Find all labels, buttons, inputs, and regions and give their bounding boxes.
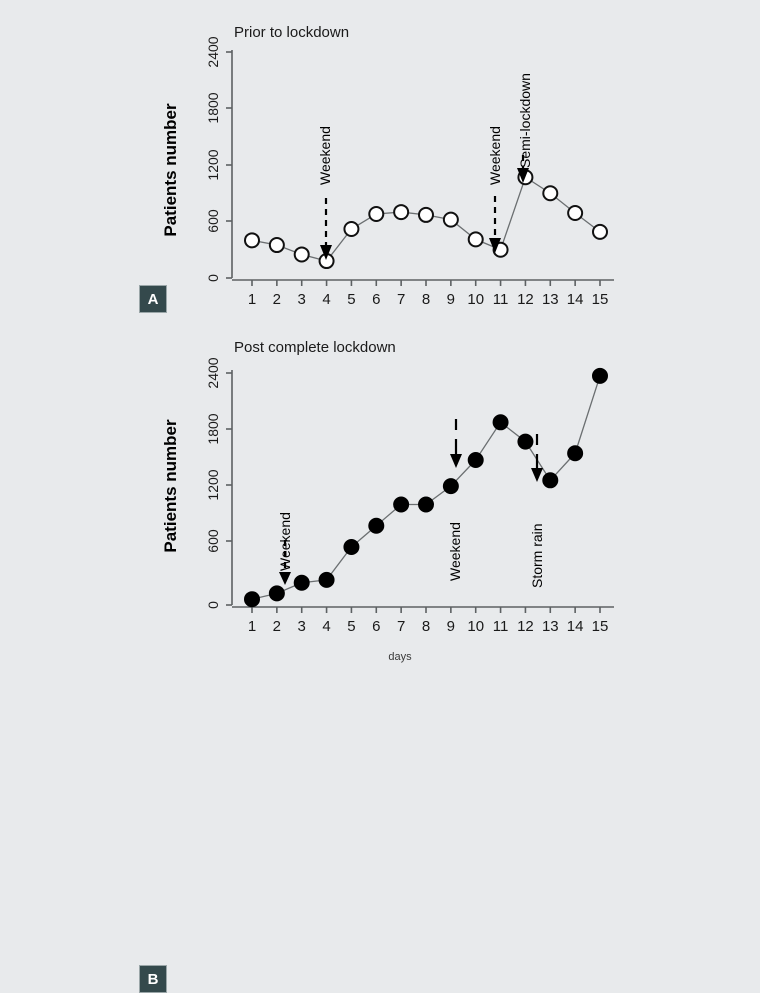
x-tick-label: 4	[322, 618, 330, 635]
data-point-marker	[393, 496, 410, 513]
x-tick-label: 12	[517, 291, 534, 308]
data-point-marker	[268, 585, 285, 602]
x-tick-label: 13	[542, 618, 559, 635]
data-point-marker	[567, 445, 584, 462]
y-ticks-a	[226, 51, 232, 279]
x-tick-label: 7	[397, 291, 405, 308]
x-ticks-a	[251, 280, 601, 286]
annotation-weekend-b-2: Weekend	[447, 419, 463, 581]
x-tick-label: 4	[322, 291, 330, 308]
data-point-marker	[343, 539, 360, 555]
annotation-semi-lockdown-a: Semi-lockdown	[517, 73, 533, 183]
data-point-marker	[268, 237, 285, 254]
panel-tag-b: B	[139, 965, 167, 993]
chart-b-svg: Patients number Post complete lockdown 2…	[161, 339, 614, 663]
data-point-marker	[567, 205, 584, 222]
data-point-marker	[244, 232, 260, 249]
y-tick-label-b-0: 0	[205, 601, 221, 609]
data-point-marker	[343, 221, 360, 238]
x-tick-label: 14	[567, 291, 584, 308]
data-point-marker	[418, 496, 434, 513]
y-tick-label-b-600: 600	[205, 529, 221, 553]
x-tick-label: 10	[467, 291, 484, 308]
annotation-label-b-2: Storm rain	[529, 523, 545, 588]
x-ticks-b	[251, 607, 601, 613]
x-tick-label: 3	[298, 618, 306, 635]
y-tick-label-b-1800: 1800	[205, 413, 221, 444]
x-tick-label: 12	[517, 618, 534, 635]
chart-panel-b: Patients number Post complete lockdown 2…	[0, 326, 760, 993]
y-ticks-b	[226, 372, 232, 606]
x-tick-label: 7	[397, 618, 405, 635]
annotation-label-b-1: Weekend	[447, 522, 463, 581]
x-tick-labels-a: 1 2 3 4 5 6 7 8 9 10 11 12 13 14 15	[248, 291, 609, 308]
x-tick-label: 2	[273, 618, 281, 635]
x-tick-label: 11	[493, 618, 509, 635]
x-tick-label: 8	[422, 291, 430, 308]
chart-a-svg: Patients number Prior to lockdown 2400 1…	[161, 24, 614, 308]
y-tick-label-a-2400: 2400	[205, 36, 221, 67]
series-markers-b	[244, 367, 608, 608]
x-tick-label: 6	[372, 618, 380, 635]
data-point-marker	[293, 246, 310, 263]
x-tick-label: 8	[422, 618, 430, 635]
data-point-marker	[418, 206, 434, 223]
data-point-marker	[393, 204, 410, 221]
annotation-label-a-2: Semi-lockdown	[517, 73, 533, 168]
x-tick-labels-b: 1 2 3 4 5 6 7 8 9 10 11 12 13 14 15	[248, 618, 609, 635]
y-tick-label-b-2400: 2400	[205, 357, 221, 388]
data-point-marker	[592, 367, 608, 384]
annotation-label-a-1: Weekend	[487, 126, 503, 185]
x-tick-label: 1	[248, 291, 256, 308]
data-point-marker	[244, 591, 260, 608]
data-point-marker	[368, 205, 385, 222]
annotation-weekend-a-2: Weekend	[487, 126, 503, 253]
panel-tag-a: A	[139, 285, 167, 313]
x-tick-label: 9	[447, 618, 455, 635]
data-point-marker	[517, 433, 534, 450]
data-point-marker	[293, 574, 310, 591]
series-markers-a	[244, 169, 608, 270]
data-point-marker	[467, 452, 484, 468]
data-point-marker	[592, 223, 608, 240]
data-point-marker	[542, 472, 559, 489]
data-point-marker	[318, 571, 335, 588]
annotation-label-a-0: Weekend	[317, 126, 333, 185]
x-tick-label: 2	[273, 291, 281, 308]
x-tick-label: 15	[592, 618, 609, 635]
x-tick-label: 5	[347, 291, 355, 308]
data-point-marker	[442, 478, 459, 495]
x-tick-label: 15	[592, 291, 609, 308]
x-tick-label: 1	[248, 618, 256, 635]
y-tick-label-b-1200: 1200	[205, 469, 221, 500]
x-tick-label: 11	[493, 291, 509, 308]
x-tick-label: 14	[567, 618, 584, 635]
y-tick-label-a-0: 0	[205, 274, 221, 282]
panel-title-b: Post complete lockdown	[234, 339, 396, 356]
x-tick-label: 10	[467, 618, 484, 635]
y-tick-label-a-600: 600	[205, 209, 221, 233]
data-point-marker	[368, 517, 385, 534]
x-tick-label: 3	[298, 291, 306, 308]
x-tick-label: 9	[447, 291, 455, 308]
x-tick-label: 13	[542, 291, 559, 308]
x-tick-label: 6	[372, 291, 380, 308]
annotation-weekend-b-1: Weekend	[277, 512, 293, 585]
y-axis-title-b: Patients number	[161, 419, 180, 553]
data-point-marker	[467, 231, 484, 248]
y-axis-title-a: Patients number	[161, 103, 180, 237]
annotation-storm-rain-b: Storm rain	[529, 434, 545, 588]
data-point-marker	[542, 185, 559, 202]
annotation-weekend-a-1: Weekend	[317, 126, 333, 260]
x-tick-label: 5	[347, 618, 355, 635]
y-tick-label-a-1200: 1200	[205, 149, 221, 180]
panel-title-a: Prior to lockdown	[234, 24, 349, 41]
data-point-marker	[492, 414, 509, 431]
y-tick-label-a-1800: 1800	[205, 92, 221, 123]
chart-panel-a: Patients number Prior to lockdown 2400 1…	[0, 0, 760, 330]
x-axis-caption: days	[388, 651, 412, 663]
data-point-marker	[442, 211, 459, 228]
